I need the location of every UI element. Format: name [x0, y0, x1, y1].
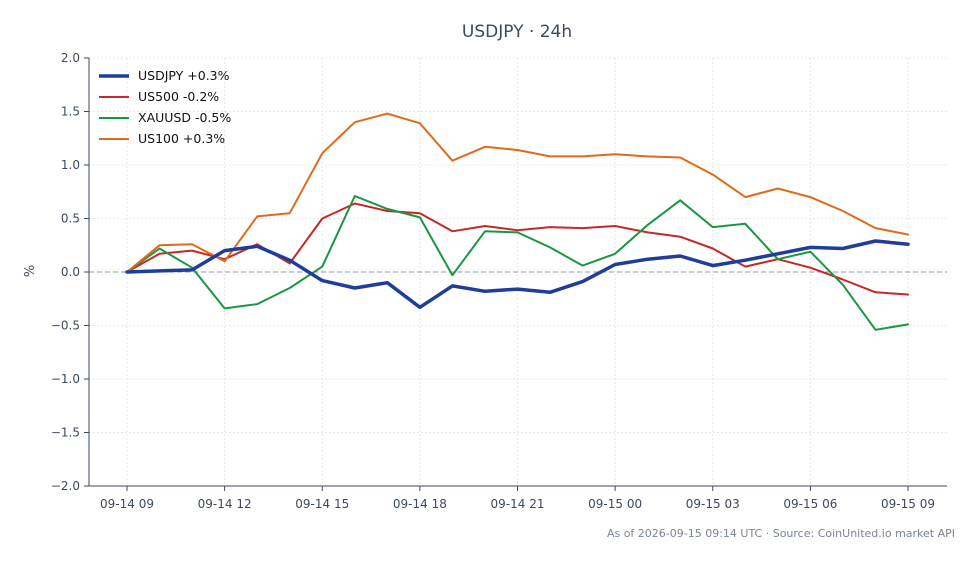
y-tick-label: 1.5	[61, 105, 80, 119]
y-tick-label: −1.0	[51, 372, 80, 386]
x-tick-label: 09-14 15	[295, 497, 349, 511]
y-tick-label: 0.0	[61, 265, 80, 279]
x-axis-ticks: 09-14 09 09-14 12 09-14 15 09-14 18 09-14 21…	[100, 486, 935, 511]
x-tick-label: 09-15 09	[881, 497, 935, 511]
legend-label: XAUUSD -0.5%	[138, 110, 231, 125]
series-line-2	[126, 195, 909, 331]
x-tick-label: 09-14 21	[491, 497, 545, 511]
x-tick-label: 09-14 12	[198, 497, 252, 511]
legend: USDJPY +0.3% US500 -0.2% XAUUSD -0.5% US100…	[99, 68, 231, 146]
legend-label: US100 +0.3%	[138, 131, 225, 146]
y-tick-label: 0.5	[61, 212, 80, 226]
y-axis-ticks: −2.0 −1.5 −1.0 −0.5 0.0 0.5 1.0 1.5 2.0	[51, 51, 89, 493]
x-tick-label: 09-15 06	[783, 497, 837, 511]
y-tick-label: 1.0	[61, 158, 80, 172]
series-lines	[125, 112, 910, 331]
y-tick-label: −1.5	[51, 426, 80, 440]
x-tick-label: 09-14 09	[100, 497, 154, 511]
series-line-0	[125, 239, 910, 310]
x-tick-label: 09-15 03	[686, 497, 740, 511]
y-axis-label: %	[23, 265, 38, 277]
y-tick-label: 2.0	[61, 51, 80, 65]
series-line-3	[126, 112, 909, 273]
x-tick-label: 09-15 00	[588, 497, 642, 511]
legend-label: US500 -0.2%	[138, 89, 219, 104]
legend-label: USDJPY +0.3%	[138, 68, 230, 83]
y-tick-label: −2.0	[51, 479, 80, 493]
y-tick-label: −0.5	[51, 319, 80, 333]
x-tick-label: 09-14 18	[393, 497, 447, 511]
chart-title: USDJPY · 24h	[462, 22, 572, 42]
footer-source: As of 2026-09-15 09:14 UTC · Source: Coi…	[607, 527, 955, 540]
